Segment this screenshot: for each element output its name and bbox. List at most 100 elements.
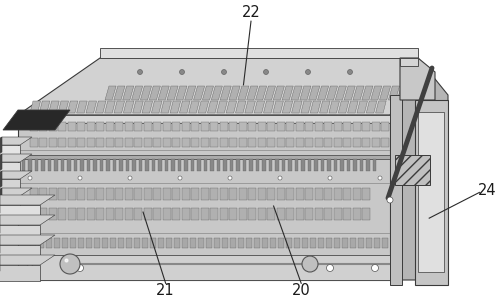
Bar (49, 122, 57, 131)
Bar (61, 159, 64, 171)
Bar (242, 159, 246, 171)
Bar (0, 196, 20, 211)
Bar (182, 208, 189, 220)
Bar (219, 188, 227, 200)
Bar (219, 122, 227, 131)
Polygon shape (3, 110, 70, 130)
Polygon shape (211, 86, 222, 100)
Bar (172, 188, 180, 200)
Circle shape (227, 176, 231, 180)
Bar (200, 122, 208, 131)
Bar (210, 159, 213, 171)
Circle shape (326, 265, 333, 271)
Polygon shape (100, 48, 417, 58)
Bar (286, 208, 294, 220)
Bar (310, 238, 316, 248)
Bar (343, 208, 351, 220)
Bar (414, 100, 447, 285)
Polygon shape (86, 101, 96, 113)
Bar (305, 122, 313, 131)
Circle shape (327, 176, 331, 180)
Bar (249, 159, 253, 171)
Bar (275, 159, 279, 171)
Bar (163, 188, 171, 200)
Bar (100, 159, 103, 171)
Bar (163, 122, 171, 131)
Bar (182, 238, 188, 248)
Bar (270, 238, 276, 248)
Bar (191, 188, 199, 200)
Bar (0, 162, 20, 177)
Polygon shape (299, 86, 310, 100)
Bar (349, 238, 356, 248)
Bar (144, 138, 152, 147)
Bar (166, 238, 172, 248)
Bar (286, 138, 294, 147)
Bar (324, 138, 332, 147)
Bar (229, 188, 237, 200)
Polygon shape (356, 101, 367, 113)
Bar (296, 138, 304, 147)
Bar (125, 208, 133, 220)
Bar (333, 122, 341, 131)
Bar (178, 159, 181, 171)
Polygon shape (388, 86, 399, 100)
Bar (219, 138, 227, 147)
Polygon shape (0, 137, 32, 145)
Bar (115, 208, 123, 220)
Polygon shape (338, 101, 348, 113)
Polygon shape (167, 86, 178, 100)
Polygon shape (405, 86, 416, 100)
Bar (200, 188, 208, 200)
Bar (40, 208, 48, 220)
Bar (86, 238, 92, 248)
Polygon shape (114, 101, 124, 113)
Bar (125, 138, 133, 147)
Bar (359, 159, 363, 171)
Text: 20: 20 (291, 283, 310, 298)
Bar (229, 138, 237, 147)
Bar (229, 122, 237, 131)
Bar (163, 138, 171, 147)
Bar (219, 208, 227, 220)
Polygon shape (0, 137, 2, 160)
Polygon shape (30, 101, 41, 113)
Circle shape (305, 69, 310, 75)
Bar (269, 159, 272, 171)
Bar (115, 188, 123, 200)
Bar (106, 208, 114, 220)
Bar (352, 122, 360, 131)
Polygon shape (170, 101, 180, 113)
Polygon shape (122, 86, 134, 100)
Bar (172, 208, 180, 220)
Bar (125, 188, 133, 200)
Bar (0, 245, 40, 263)
Bar (40, 138, 48, 147)
Bar (210, 208, 218, 220)
Bar (182, 188, 189, 200)
Bar (282, 159, 285, 171)
Bar (308, 159, 311, 171)
Polygon shape (114, 86, 125, 100)
Polygon shape (291, 86, 302, 100)
Circle shape (386, 197, 392, 203)
Polygon shape (399, 58, 434, 100)
Bar (210, 122, 218, 131)
Polygon shape (0, 188, 32, 196)
Bar (314, 188, 322, 200)
Bar (49, 188, 57, 200)
Bar (182, 122, 189, 131)
Bar (288, 159, 292, 171)
Bar (22, 159, 26, 171)
Circle shape (27, 265, 34, 271)
Bar (352, 188, 360, 200)
Bar (314, 122, 322, 131)
Bar (324, 188, 332, 200)
Bar (238, 188, 246, 200)
Polygon shape (0, 171, 32, 179)
Bar (256, 159, 259, 171)
Bar (302, 238, 308, 248)
Circle shape (263, 69, 268, 75)
Bar (68, 188, 76, 200)
Bar (343, 138, 351, 147)
